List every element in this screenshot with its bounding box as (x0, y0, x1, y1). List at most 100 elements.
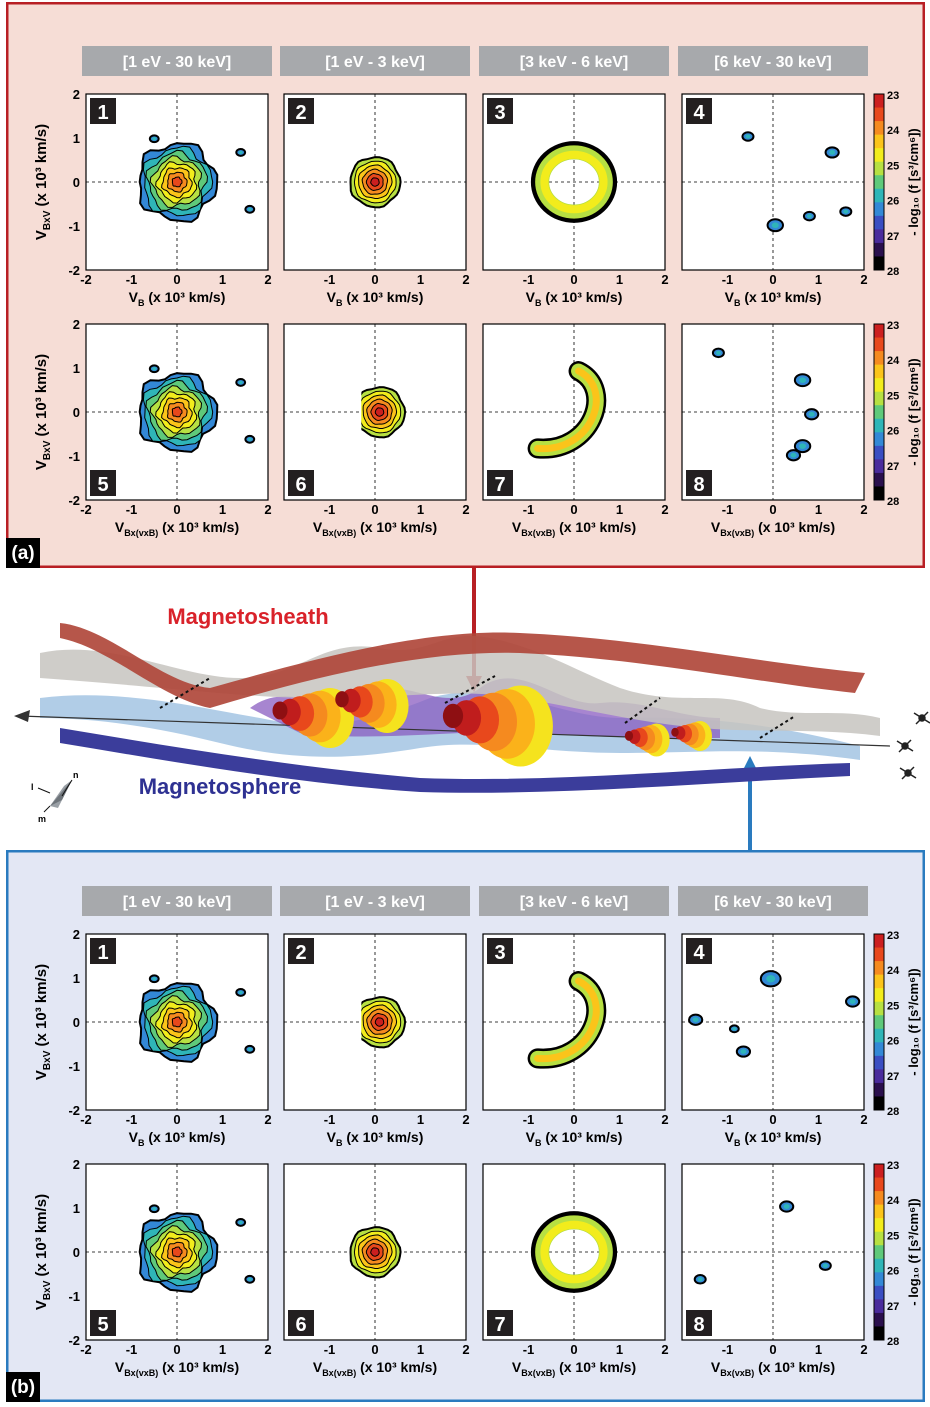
colorbar-label: - log₁₀ (f [s³/cm⁶]) (906, 128, 921, 236)
colorbar-segment (874, 432, 884, 447)
plot-number: 6 (295, 474, 306, 496)
arc-core-0-1-2 (534, 367, 600, 452)
colorbar-tick: 23 (887, 90, 899, 102)
plot-number: 5 (97, 1314, 108, 1336)
x-axis-label: VB (x 10³ km/s) (725, 1129, 822, 1148)
x-tick: 1 (417, 1112, 424, 1127)
plot-number: 1 (97, 102, 108, 124)
spot-core-1-0-3-2 (732, 1027, 737, 1031)
plot-number-box (686, 470, 712, 496)
energy-header-4: [6 keV - 30 keV] (678, 886, 868, 916)
y-axis-label-0: VBxV (x 10³ km/s) (33, 964, 53, 1080)
colorbar-segment (874, 1191, 884, 1206)
y-tick: -2 (68, 263, 80, 278)
x-tick: 2 (462, 1112, 469, 1127)
colorbar-tick: 26 (887, 1266, 899, 1278)
plot-number: 6 (295, 1314, 306, 1336)
spot-core-1-1-0-b (238, 1220, 243, 1225)
plot-(a)-7: 7 -1 0 1 2 VBx(vxB) (x 10³ km/s) (482, 323, 669, 538)
plot-(a)-5: 5 -2 -1 0 1 2 2 1 0 -1 -2 VBx(vxB) (x 10³ km/s) (68, 317, 271, 538)
plot-number: 4 (693, 942, 705, 964)
arc-core-1-0-2 (534, 977, 600, 1062)
contour-1-1-0-7 (171, 1246, 183, 1258)
lmn-axes: n l m (31, 770, 79, 824)
plot-number: 7 (494, 1314, 505, 1336)
plot-number-box (686, 1310, 712, 1336)
colorbar-segment (874, 121, 884, 136)
colorbar-tick: 24 (887, 355, 900, 367)
halfdisk-0-1-1 (361, 386, 407, 439)
colorbar-segment (874, 405, 884, 420)
plot-number-box (90, 938, 116, 964)
spot-core-0-1-3-5 (790, 452, 797, 458)
panel-label-box (6, 1372, 40, 1402)
x-tick: 0 (570, 1342, 577, 1357)
spot-core-0-0-3-1 (745, 134, 751, 139)
spot-core-0-1-3-2 (799, 377, 807, 383)
svg-text:[3 keV - 6 keV]: [3 keV - 6 keV] (520, 54, 629, 71)
colorbar-segment (874, 1231, 884, 1246)
x-tick: 0 (570, 272, 577, 287)
x-tick: 0 (371, 1112, 378, 1127)
y-tick: 1 (73, 361, 80, 376)
x-tick: 2 (462, 1342, 469, 1357)
svg-text:[1 eV - 30 keV]: [1 eV - 30 keV] (123, 894, 232, 911)
plot-(a)-6: 6 -1 0 1 2 VBx(vxB) (x 10³ km/s) (283, 323, 470, 538)
colorbar-tick: 23 (887, 930, 899, 942)
spot-core-1-0-0-c (247, 1047, 252, 1051)
svg-text:[1 eV - 30 keV]: [1 eV - 30 keV] (123, 54, 232, 71)
x-axis-label: VBx(vxB) (x 10³ km/s) (512, 519, 636, 538)
x-tick: 2 (661, 272, 668, 287)
x-axis-label: VBx(vxB) (x 10³ km/s) (711, 1359, 835, 1378)
x-tick: 1 (616, 272, 623, 287)
colorbar-tick: 28 (887, 266, 899, 278)
x-tick: 0 (769, 1112, 776, 1127)
colorbar-segment (874, 418, 884, 433)
y-tick: 0 (73, 1015, 80, 1030)
spot-core-0-1-0-a (152, 367, 157, 371)
x-tick: -2 (80, 1342, 92, 1357)
panel-a: (a) [1 eV - 30 keV] [1 eV - 3 keV] [3 keV -… (6, 2, 925, 568)
magnetopause-upper-sheet (40, 635, 880, 736)
colorbar-tick: 24 (887, 965, 900, 977)
plot-(b)-3: 3 -1 0 1 2 VB (x 10³ km/s) (482, 933, 669, 1148)
colorbar-segment (874, 988, 884, 1003)
plot-number-box (487, 98, 513, 124)
spot-core-1-0-3-5 (849, 999, 856, 1004)
plot-number: 8 (693, 1314, 704, 1336)
y-axis-label-0: VBxV (x 10³ km/s) (33, 124, 53, 240)
spot-core-1-0-3-3 (740, 1049, 747, 1054)
x-tick: -1 (523, 272, 535, 287)
fte-cone-1-layer-6 (272, 701, 288, 720)
x-tick: 2 (860, 1342, 867, 1357)
colorbar-segment (874, 202, 884, 217)
colorbar-tick: 25 (887, 390, 899, 402)
x-axis-label: VB (x 10³ km/s) (725, 289, 822, 308)
plot-number: 7 (494, 474, 505, 496)
magnetopause-diagram: n l m Magnetosheath Magnetosphere (0, 568, 930, 850)
x-tick: 0 (371, 1342, 378, 1357)
x-tick: -1 (126, 272, 138, 287)
y-tick: -1 (68, 219, 80, 234)
fte-cone-3-layer-6 (442, 703, 464, 729)
colorbar-segment (874, 445, 884, 460)
y-tick: 2 (73, 927, 80, 942)
colorbar-tick: 26 (887, 426, 899, 438)
ftes (272, 679, 712, 767)
energy-header-1: [1 eV - 30 keV] (82, 886, 272, 916)
spot-core-0-0-0-a (152, 137, 157, 141)
x-tick: 1 (219, 1342, 226, 1357)
plot-number: 8 (693, 474, 704, 496)
colorbar-tick: 23 (887, 1160, 899, 1172)
panel-svg-1: (b) [1 eV - 30 keV] [1 eV - 3 keV] [3 keV -… (6, 850, 925, 1402)
y-tick: -1 (68, 1289, 80, 1304)
colorbar-segment (874, 1299, 884, 1314)
colorbar-segment (874, 1177, 884, 1192)
x-tick: 2 (860, 1112, 867, 1127)
x-axis-label: VBx(vxB) (x 10³ km/s) (313, 519, 437, 538)
colorbar-tick: 28 (887, 1106, 899, 1118)
x-tick: -2 (80, 272, 92, 287)
x-tick: -1 (722, 272, 734, 287)
spacecraft-icons (896, 711, 930, 780)
panel-label: (b) (11, 1377, 35, 1398)
